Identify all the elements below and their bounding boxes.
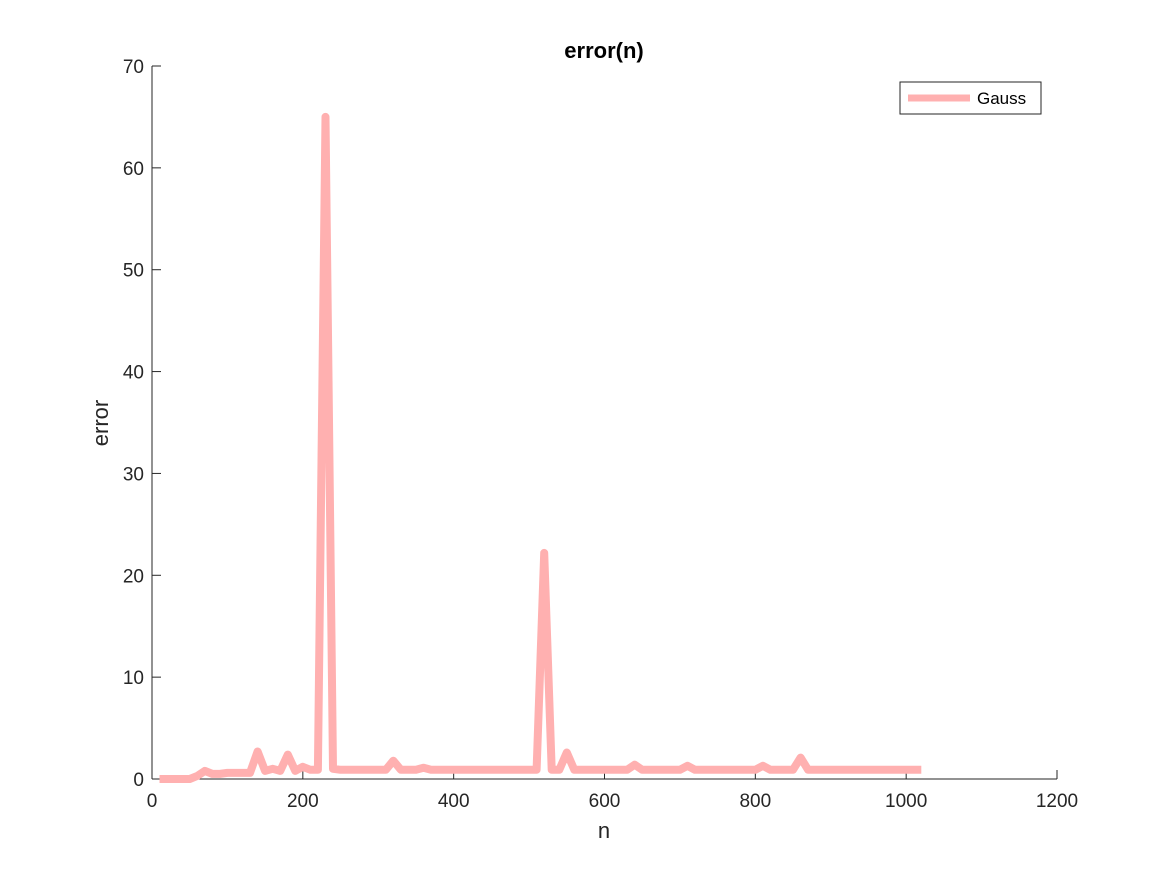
y-tick-label: 40 — [123, 363, 144, 384]
y-axis-ticks: 0 10 20 30 40 50 60 70 — [123, 57, 161, 791]
y-axis-label: error — [88, 400, 113, 446]
chart-title: error(n) — [564, 38, 643, 63]
x-tick-label: 800 — [739, 791, 771, 812]
x-tick-label: 0 — [147, 791, 158, 812]
x-axis-ticks: 0 200 400 600 800 1000 1200 — [147, 770, 1078, 812]
x-tick-label: 600 — [589, 791, 621, 812]
x-axis-label: n — [598, 818, 610, 843]
x-tick-label: 1000 — [885, 791, 927, 812]
y-tick-label: 30 — [123, 464, 144, 485]
legend-label: Gauss — [977, 89, 1026, 108]
y-tick-label: 60 — [123, 159, 144, 180]
y-tick-label: 50 — [123, 261, 144, 282]
y-tick-label: 20 — [123, 566, 144, 587]
y-tick-label: 10 — [123, 668, 144, 689]
plot-area: 0 200 400 600 800 1000 1200 0 10 20 30 40 50 60 70 — [123, 57, 1078, 812]
series-line-gauss — [159, 112, 922, 783]
series-layer — [159, 112, 922, 783]
x-tick-label: 1200 — [1036, 791, 1078, 812]
x-tick-label: 400 — [438, 791, 470, 812]
y-tick-label: 70 — [123, 57, 144, 78]
legend: Gauss — [899, 81, 1042, 115]
x-tick-label: 200 — [287, 791, 319, 812]
y-tick-label: 0 — [133, 770, 144, 791]
